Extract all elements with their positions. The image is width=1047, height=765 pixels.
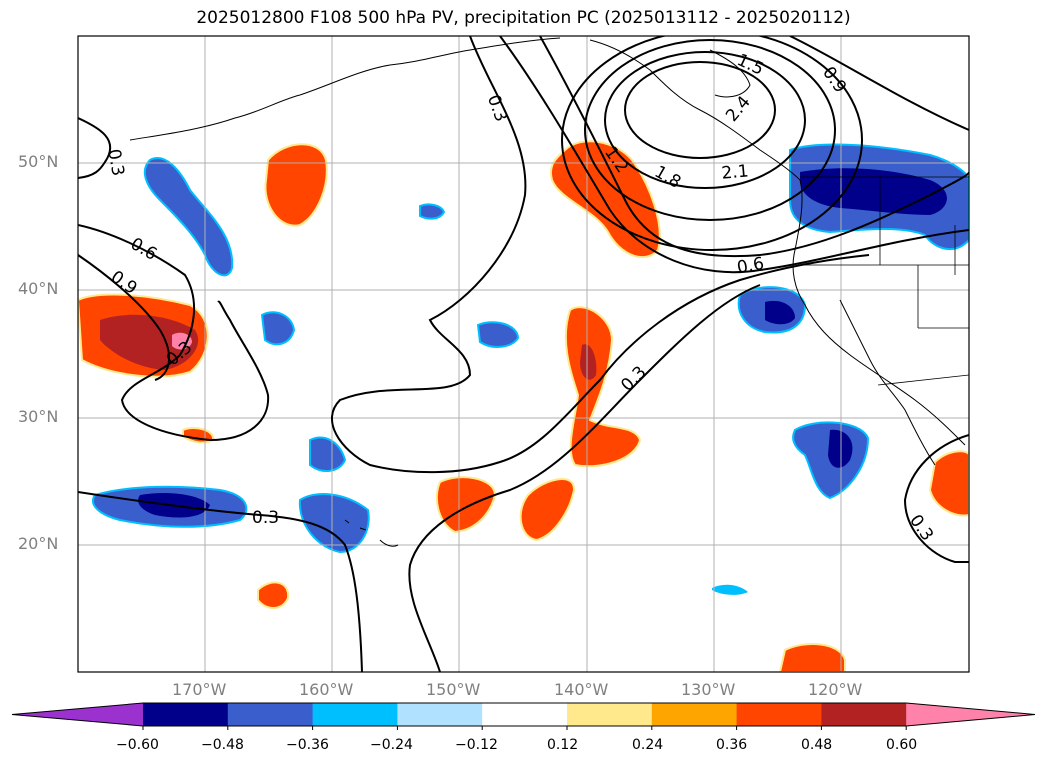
colorbar-segment [312, 703, 398, 726]
lat-label-30n: 30°N [18, 407, 59, 426]
pv-contours [78, 36, 969, 672]
map-title: 2025012800 F108 500 hPa PV, precipitatio… [196, 8, 851, 28]
colorbar-tick-label: −0.24 [370, 737, 413, 753]
lon-label-130w: 130°W [681, 680, 736, 699]
lon-label-140w: 140°W [554, 680, 609, 699]
colorbar-segment [397, 703, 483, 726]
lat-label-50n: 50°N [18, 152, 59, 171]
colorbar-segment [227, 703, 314, 726]
precip-shading [78, 140, 969, 672]
colorbar-segment [482, 703, 568, 726]
political-borders [800, 176, 969, 386]
colorbar-segment [143, 703, 229, 726]
colorbar-segment [736, 703, 822, 726]
colorbar-tick-label: 0.12 [547, 737, 579, 753]
colorbar-tick-label: 0.48 [801, 737, 833, 753]
colorbar-segment [567, 703, 653, 726]
colorbar-segment [821, 703, 907, 726]
colorbar-extend-low [12, 703, 143, 726]
graticule [78, 36, 969, 672]
contour-label: 2.1 [721, 161, 750, 183]
contour-label: 0.6 [736, 254, 766, 278]
colorbar-tick-label: 0.24 [632, 737, 664, 753]
colorbar-tick-label: 0.60 [886, 737, 918, 753]
lon-label-160w: 160°W [299, 680, 354, 699]
lon-label-170w: 170°W [172, 680, 227, 699]
colorbar-tick-label: −0.12 [455, 737, 498, 753]
coastlines [129, 37, 966, 547]
colorbar-tick-label: 0.36 [716, 737, 748, 753]
colorbar-tick-label: −0.48 [201, 737, 244, 753]
colorbar-tick-label: −0.60 [116, 737, 159, 753]
colorbar-tick-label: −0.36 [286, 737, 329, 753]
contour-label: 0.3 [103, 148, 127, 178]
colorbar [11, 702, 1036, 730]
lat-label-20n: 20°N [18, 534, 59, 553]
lon-label-120w: 120°W [808, 680, 863, 699]
lon-label-150w: 150°W [426, 680, 481, 699]
contour-label: 0.3 [252, 508, 279, 528]
colorbar-segment [651, 703, 738, 726]
lat-label-40n: 40°N [18, 279, 59, 298]
colorbar-extend-high [906, 703, 1035, 726]
